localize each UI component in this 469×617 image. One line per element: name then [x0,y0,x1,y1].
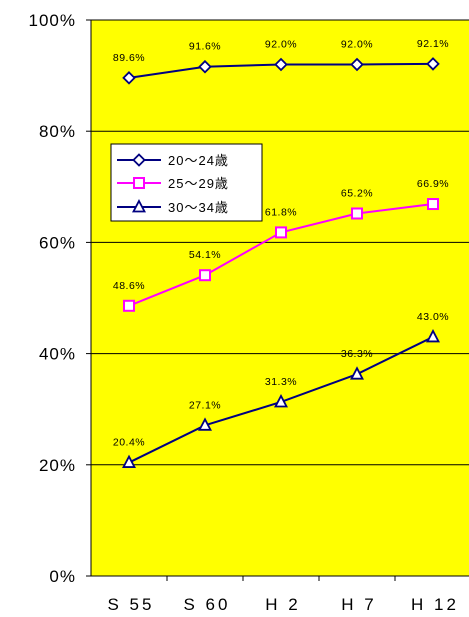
x-tick-label-1: S 60 [184,595,231,614]
gridlines [91,19,469,466]
legend: 20～24歳 25～29歳 30～34歳 [110,143,263,222]
x-tick-label-4: H 12 [411,595,459,614]
data-label-s1-1: 91.6% [189,41,221,53]
legend-label-1: 20～24歳 [168,153,229,168]
series [122,57,440,468]
legend-marker-1 [132,153,146,167]
y-tick-label-3: 60% [39,233,76,252]
point-s3-4 [426,328,440,343]
legend-label-3: 30～34歳 [168,200,229,215]
y-tick-labels: 0% 20% 40% 60% 80% 100% [29,11,76,586]
data-label-s3-2: 31.3% [265,376,297,388]
point-s1-0 [122,71,136,85]
data-label-s3-4: 43.0% [417,311,449,323]
legend-marker-3 [132,199,146,213]
x-tick-label-2: H 2 [265,595,300,614]
x-tick-label-3: H 7 [341,595,376,614]
series-3 [122,328,440,468]
data-label-s3-3: 36.3% [341,348,373,360]
data-label-s2-0: 48.6% [113,280,145,292]
point-s1-2 [274,57,288,72]
point-s1-1 [198,59,212,74]
point-s2-4 [427,198,439,211]
point-s3-1 [198,417,212,431]
legend-label-2: 25～29歳 [168,176,229,191]
point-s2-3 [351,207,363,220]
point-s2-2 [275,226,287,239]
data-label-s1-2: 92.0% [265,38,297,50]
point-s3-2 [274,394,288,408]
data-label-s3-1: 27.1% [189,399,221,411]
data-label-s3-0: 20.4% [113,437,145,449]
data-label-s1-4: 92.1% [417,38,449,50]
x-tick-labels: S 55 S 60 H 2 H 7 H 12 [108,595,459,614]
data-label-s2-1: 54.1% [189,249,221,261]
series-1 [122,57,440,85]
data-label-s1-3: 92.0% [341,38,373,50]
y-tick-label-2: 40% [39,345,76,364]
y-tick-label-4: 80% [39,122,76,141]
point-s2-0 [123,299,135,312]
point-s3-3 [350,366,364,380]
series-2 [123,198,439,312]
legend-marker-2 [133,177,145,189]
y-tick-label-5: 100% [29,11,76,30]
data-label-s2-4: 66.9% [417,178,449,190]
axes [86,19,469,581]
x-tick-label-0: S 55 [108,595,155,614]
point-s3-0 [122,454,136,468]
y-tick-label-1: 20% [39,456,76,475]
point-s1-4 [426,57,440,71]
data-label-s1-0: 89.6% [113,52,145,64]
data-label-s2-3: 65.2% [341,187,373,199]
point-s2-1 [199,269,211,282]
plot-area [91,20,469,576]
point-s1-3 [350,57,364,72]
data-label-s2-2: 61.8% [265,206,297,218]
y-tick-label-0: 0% [49,567,76,586]
data-labels: 89.6% 91.6% 92.0% 92.0% 92.1% 48.6% 54.1% 61.8%… [113,38,449,449]
